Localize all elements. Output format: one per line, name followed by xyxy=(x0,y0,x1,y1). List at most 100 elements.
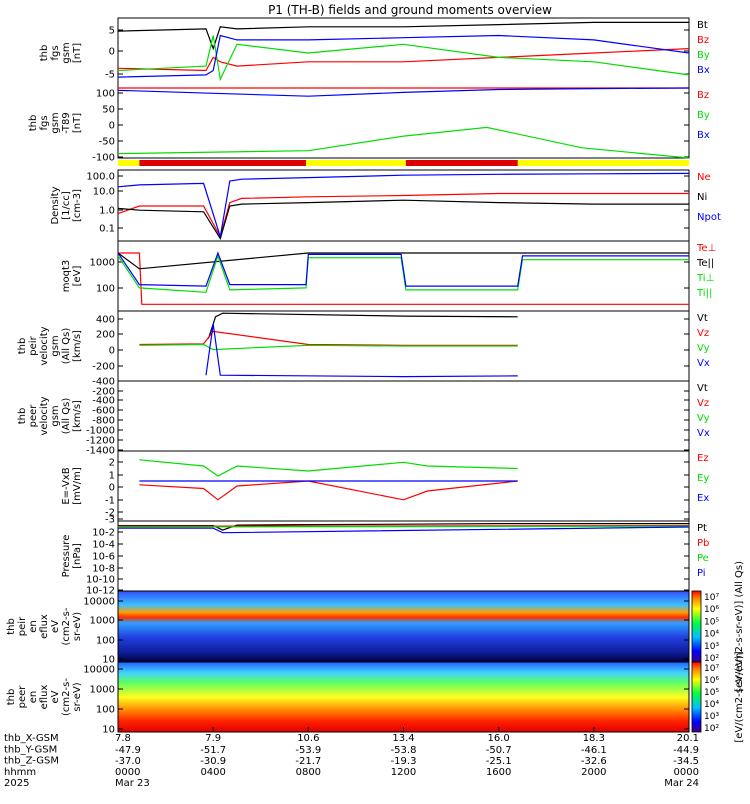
legend-Ti||: Ti|| xyxy=(696,288,712,299)
colorbar-tick: 10⁵ xyxy=(704,688,719,698)
y-tick-label: 10-6 xyxy=(92,552,115,563)
legend-Vx: Vx xyxy=(697,358,710,369)
x-tick-x_gsm: 7.8 xyxy=(115,733,131,744)
y-tick-label: -400 xyxy=(92,377,115,388)
y-axis-label: thb peer en eflux eV (cm2-s-sr-eV) xyxy=(6,678,83,716)
y-tick-label: -200 xyxy=(92,387,115,398)
y-axis-label-line: eflux xyxy=(39,685,50,710)
panel-frame xyxy=(117,450,690,522)
legend-Ez: Ez xyxy=(697,453,709,464)
x-row-label: thb_X-GSM xyxy=(4,733,59,744)
panel-efield: 2 10 -1-2-3 E=-VxB [mV/m] Ez Ey Ex xyxy=(61,450,709,526)
y-axis-label-line: [km/s] xyxy=(72,400,83,432)
legend-Vy: Vy xyxy=(697,343,710,354)
y-axis-label-line: en xyxy=(28,691,39,704)
legend-Pt: Pt xyxy=(697,523,707,534)
legend-By: By xyxy=(697,110,710,121)
y-tick-label: -400 xyxy=(92,396,115,407)
y-tick-label: 10.0 xyxy=(93,187,115,198)
y-axis-label-line: gsm xyxy=(50,335,61,356)
series-pressure-Pe xyxy=(117,525,690,528)
y-axis-label-line: Density xyxy=(50,186,61,224)
panel-peir_velocity: 400 200 0 -200 -400 thb peir velocity gsm (All Qs… xyxy=(17,310,710,388)
colorbar-label: [eV/(cm2-s-sr-eV)] (All Qs) xyxy=(734,561,745,692)
y-tick-label: 100.0 xyxy=(86,172,115,183)
x-tick-z_gsm: -34.5 xyxy=(673,756,699,767)
legend-Te||: Te|| xyxy=(696,258,714,269)
y-axis-label-line: gsm xyxy=(50,112,61,133)
x-tick-x_gsm: 10.6 xyxy=(297,733,319,744)
y-axis-label-line: peer xyxy=(28,404,39,428)
colorbar-tick: 10³ xyxy=(704,712,719,722)
panel-temperature: 1000 100 moqt3 [eV] Te⊥ Te|| Ti⊥ Ti|| xyxy=(61,240,716,312)
legend-By: By xyxy=(697,50,710,61)
x-tick-z_gsm: -30.9 xyxy=(200,756,226,767)
series-efield-Ey xyxy=(139,459,518,477)
y-tick-label: 100 xyxy=(96,284,115,295)
y-axis-label-line: [cm-3] xyxy=(72,189,83,222)
y-tick-label: 0 xyxy=(109,47,115,58)
y-axis-label-line: velocity xyxy=(39,326,50,365)
y-axis-label-line: gsm xyxy=(61,42,72,63)
legend-Bx: Bx xyxy=(697,65,710,76)
x-tick-y_gsm: -50.7 xyxy=(486,745,512,756)
y-axis-label-line: eflux xyxy=(39,614,50,639)
spectrogram-peer_eflux xyxy=(118,662,689,732)
series-density-Ni xyxy=(117,199,689,241)
series-density-Npot xyxy=(117,172,690,237)
y-tick-label: 10000 xyxy=(83,597,115,608)
panel-frame xyxy=(117,520,690,592)
y-axis-label-line: moqt3 xyxy=(61,260,72,293)
legend-Vz: Vz xyxy=(697,398,709,409)
series-fgs-Bx xyxy=(117,34,690,78)
legend-Npot: Npot xyxy=(697,212,721,223)
x-tick-hhmm: 0800 xyxy=(296,767,321,778)
x-tick-hhmm: 0000 xyxy=(115,767,140,778)
legend-Vt: Vt xyxy=(697,383,708,394)
x-tick-y_gsm: -53.8 xyxy=(391,745,417,756)
legend-Ne: Ne xyxy=(697,172,711,183)
y-tick-label: -3 xyxy=(105,515,115,526)
y-axis-label-line: sr-eV) xyxy=(72,682,83,711)
y-axis-label-line: peir xyxy=(28,335,39,355)
legend-Ex: Ex xyxy=(697,493,709,504)
legend-Vt: Vt xyxy=(697,313,708,324)
y-tick-label: 10-12 xyxy=(86,586,115,597)
y-axis-label-line: thb xyxy=(28,115,39,132)
y-axis-label-line: (All Qs) xyxy=(61,398,72,435)
x-row-label: 2025 xyxy=(4,778,29,789)
x-tick-y_gsm: -51.7 xyxy=(200,745,226,756)
y-axis-label: thb fgs gsm -T89 [nT] xyxy=(28,112,83,134)
y-axis-label: thb peir velocity gsm (All Qs) [km/s] xyxy=(17,326,83,365)
legend-Te⊥: Te⊥ xyxy=(696,243,716,254)
y-tick-label: -1400 xyxy=(86,446,115,457)
series-temperature-Te|| xyxy=(117,252,689,270)
x-tick-hhmm: 1200 xyxy=(391,767,416,778)
x-tick-z_gsm: -21.7 xyxy=(295,756,321,767)
series-efield-Ez xyxy=(139,480,518,501)
legend-Vz: Vz xyxy=(697,328,709,339)
panel-frame xyxy=(117,380,690,452)
y-tick-label: 10-10 xyxy=(86,575,115,586)
x-tick-x_gsm: 18.3 xyxy=(583,733,605,744)
y-tick-label: -50 xyxy=(99,137,115,148)
y-tick-label: 50 xyxy=(102,105,115,116)
y-tick-label: 5 xyxy=(109,26,115,37)
x-tick-x_gsm: 13.4 xyxy=(392,733,414,744)
y-tick-label: 1000 xyxy=(90,685,115,696)
series-fgs-Bz xyxy=(117,48,690,72)
y-axis-label-line: fgs xyxy=(50,45,61,60)
y-axis-label-line: (cm2-s- xyxy=(61,607,72,645)
series-temperature-Te⊥ xyxy=(118,252,689,305)
y-axis-label-line: eV xyxy=(50,620,61,633)
legend-Bt: Bt xyxy=(697,20,708,31)
y-tick-label: -800 xyxy=(92,416,115,427)
region-bar xyxy=(118,160,689,166)
colorbar-tick: 10⁶ xyxy=(704,605,719,615)
y-tick-label: -2 xyxy=(105,508,115,519)
y-tick-label: -1 xyxy=(105,496,115,507)
